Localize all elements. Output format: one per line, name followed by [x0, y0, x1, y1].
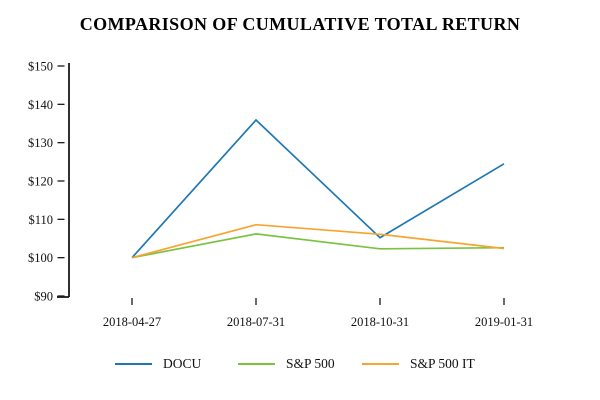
legend-item-sp500it: S&P 500 IT — [362, 353, 475, 375]
series-line-s-p-500 — [131, 233, 505, 259]
legend-label-sp500: S&P 500 — [286, 356, 335, 371]
legend-swatch-docu — [115, 363, 152, 365]
legend-label-sp500it: S&P 500 IT — [410, 356, 475, 371]
legend-swatch-sp500 — [238, 363, 275, 365]
chart-title: COMPARISON OF CUMULATIVE TOTAL RETURN — [79, 14, 521, 34]
series-line-s-p-500-it — [131, 223, 505, 259]
x-axis-label: 2018-07-31 — [227, 315, 285, 329]
legend-item-sp500: S&P 500 — [238, 353, 335, 375]
legend: DOCU S&P 500 S&P 500 IT — [0, 353, 600, 375]
y-axis-label: $130 — [28, 136, 53, 150]
y-axis-label: $110 — [28, 213, 53, 227]
x-axis-label: 2018-04-27 — [103, 315, 161, 329]
y-axis-label: $140 — [28, 98, 53, 112]
legend-swatch-sp500it — [362, 363, 399, 365]
x-axis-label: 2019-01-31 — [475, 315, 533, 329]
plot-area: $150 $140 $130 $120 $110 $100 $90 2018-04-27 201… — [28, 60, 533, 330]
y-axis-label: $90 — [34, 290, 53, 304]
legend-label-docu: DOCU — [163, 356, 202, 371]
y-axis-label: $100 — [28, 251, 53, 265]
y-axis-label: $150 — [28, 60, 53, 74]
series-line-docu — [131, 118, 505, 259]
x-axis-label: 2018-10-31 — [351, 315, 409, 329]
legend-item-docu: DOCU — [115, 353, 201, 375]
y-axis-label: $120 — [28, 175, 53, 189]
